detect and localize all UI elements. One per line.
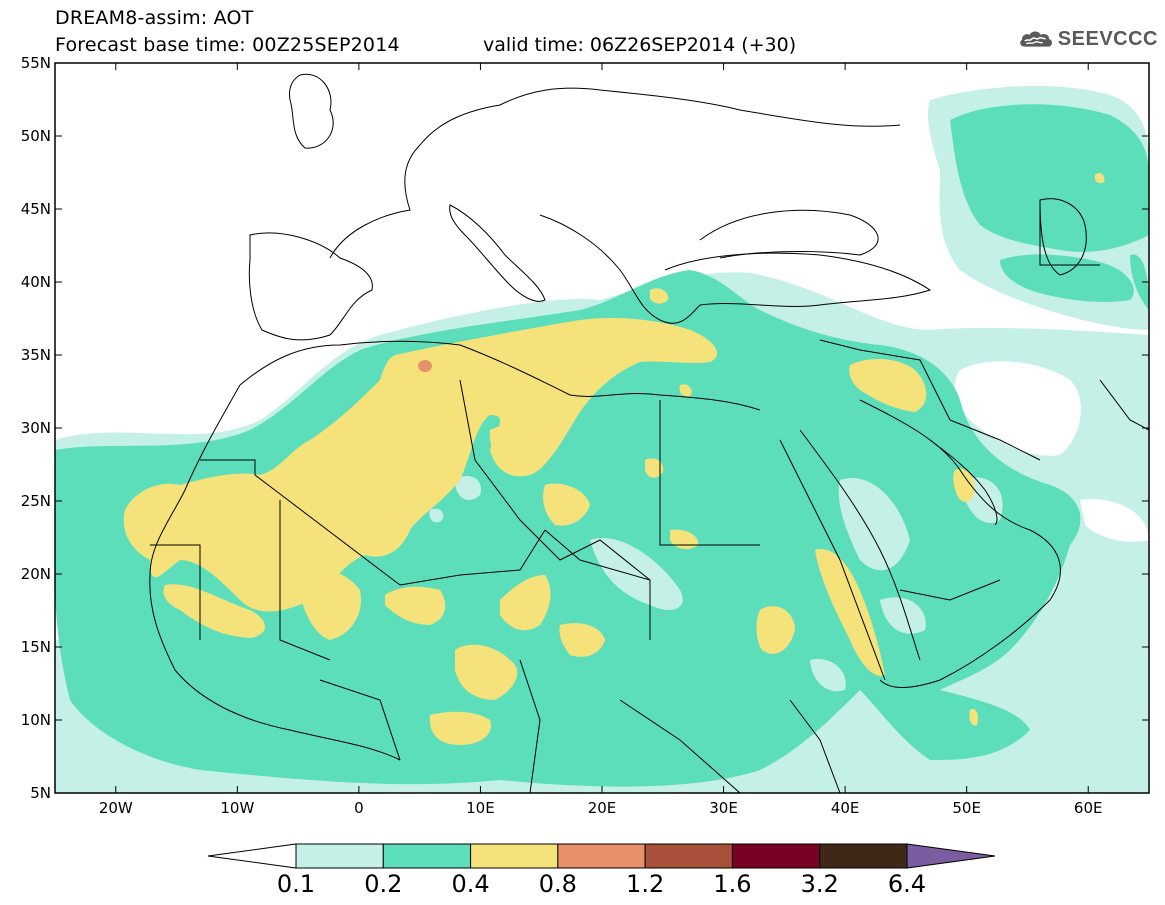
colorbar-segment	[557, 843, 646, 869]
lat-label: 10N	[21, 711, 51, 729]
logo-text: SEEVCCC	[1057, 27, 1158, 50]
valid-time: valid time: 06Z26SEP2014 (+30)	[483, 34, 797, 56]
colorbar-segment	[295, 843, 384, 869]
lat-label: 35N	[21, 346, 51, 364]
lat-label: 5N	[30, 784, 51, 802]
lon-label: 10W	[220, 799, 254, 817]
colorbar-label: 0.4	[451, 870, 489, 898]
lat-label: 20N	[21, 565, 51, 583]
colorbar-segment	[819, 843, 908, 869]
lon-label: 30E	[709, 799, 738, 817]
cloud-icon	[1020, 31, 1052, 47]
forecast-base-time: Forecast base time: 00Z25SEP2014	[55, 34, 400, 56]
longitude-axis: 20W 10W 0 10E 20E 30E 40E 50E 60E	[99, 63, 1103, 817]
lat-label: 40N	[21, 273, 51, 291]
colorbar-label: 3.2	[801, 870, 839, 898]
lat-label: 50N	[21, 127, 51, 145]
colorbar-left-extension	[207, 843, 297, 869]
colorbar-segment	[731, 843, 821, 869]
map-plot-area	[55, 63, 1149, 793]
lat-label: 15N	[21, 638, 51, 656]
aot-light-patches	[429, 475, 1003, 692]
latitude-axis: 55N 50N 45N 40N 35N 30N 25N 20N 15N 10N 5N	[21, 54, 1149, 802]
coastlines-borders	[149, 73, 1149, 793]
colorbar-label: 0.2	[364, 870, 402, 898]
lon-label: 0	[354, 799, 364, 817]
lon-label: 20W	[99, 799, 133, 817]
lon-label: 10E	[466, 799, 495, 817]
colorbar-segment	[382, 843, 472, 869]
lat-label: 25N	[21, 492, 51, 510]
lat-label: 45N	[21, 200, 51, 218]
lon-label: 50E	[952, 799, 981, 817]
colorbar-label: 0.8	[539, 870, 577, 898]
lon-label: 40E	[831, 799, 860, 817]
colorbar-label: 6.4	[888, 870, 926, 898]
lon-label: 20E	[588, 799, 617, 817]
lat-label: 30N	[21, 419, 51, 437]
colorbar-label: 0.1	[277, 870, 315, 898]
aot-level-0.8	[418, 360, 432, 372]
colorbar-segment	[644, 843, 733, 869]
colorbar-segment	[470, 843, 559, 869]
colorbar: 0.1 0.2 0.4 0.8 1.2 1.6 3.2 6.4	[207, 843, 996, 898]
colorbar-label: 1.2	[626, 870, 664, 898]
seevccc-logo: SEEVCCC	[1018, 24, 1158, 54]
lon-label: 60E	[1074, 799, 1103, 817]
colorbar-right-extension	[906, 843, 996, 869]
aot-level-0.4	[123, 172, 1105, 745]
aot-level-0.2	[55, 104, 1149, 787]
colorbar-label: 1.6	[713, 870, 751, 898]
lat-label: 55N	[21, 54, 51, 72]
chart-title: DREAM8-assim: AOT	[55, 7, 254, 29]
